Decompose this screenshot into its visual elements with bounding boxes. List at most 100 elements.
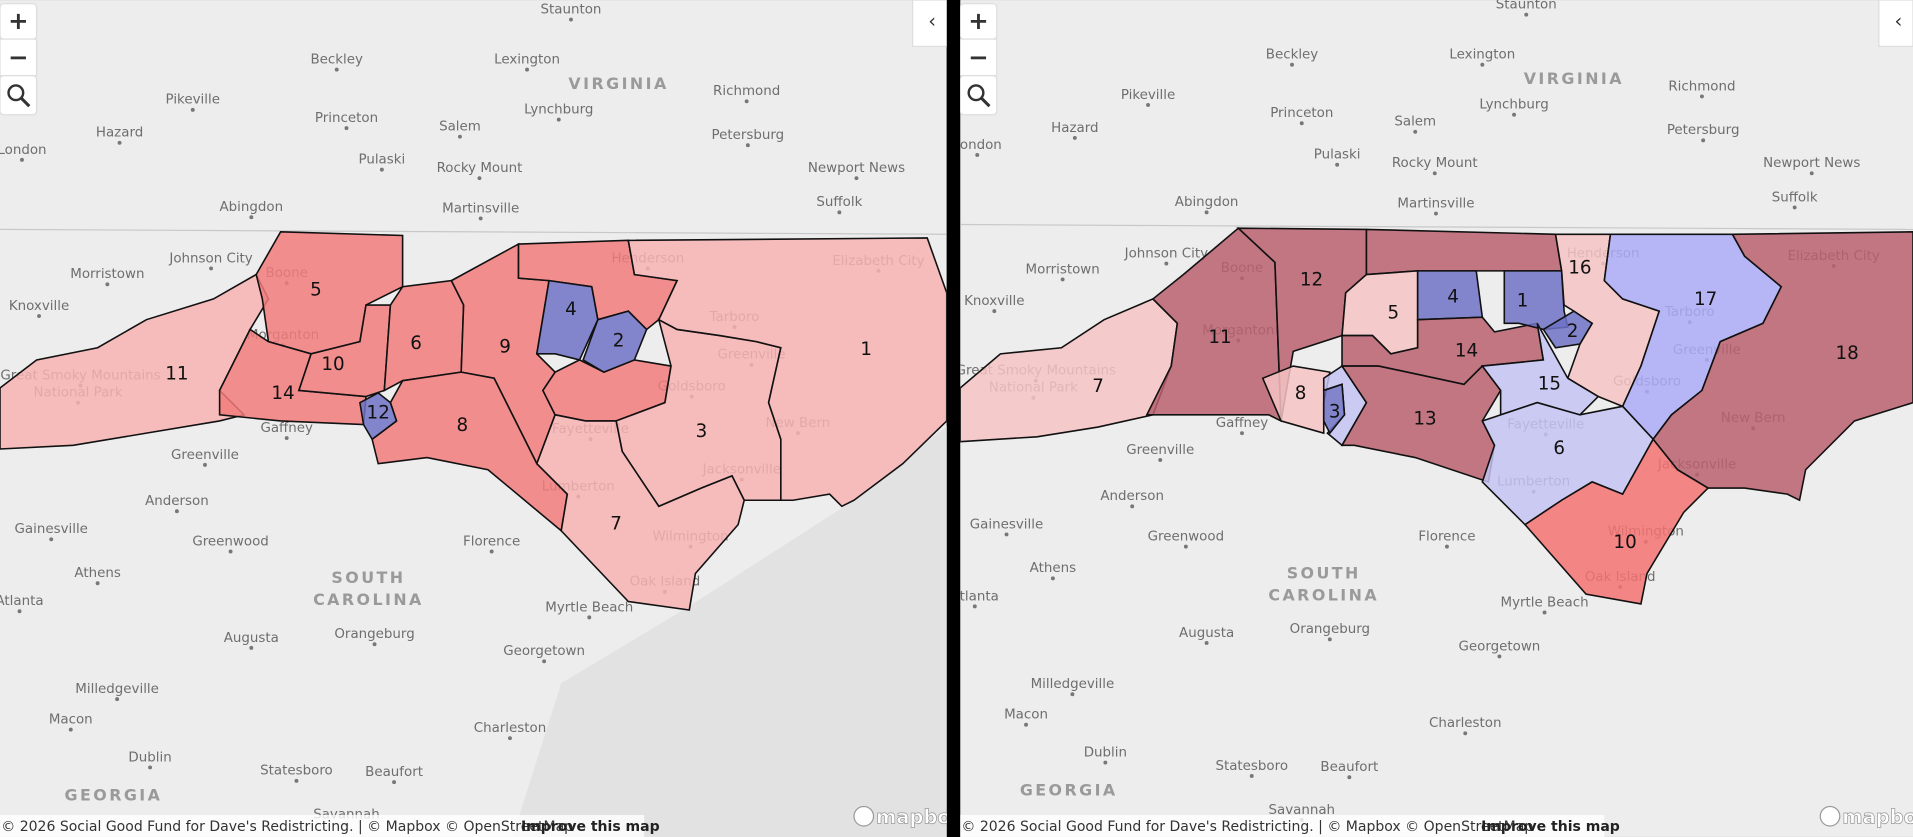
- map-panel[interactable]: Staunton Beckley Lexington Richmond Pikevill…: [0, 0, 976, 837]
- city-label: Statesboro: [260, 764, 333, 779]
- improve-link[interactable]: Improve this map: [1481, 819, 1620, 835]
- city-label: Pikeville: [166, 93, 220, 108]
- city-label: Athens: [74, 566, 120, 581]
- city-dot: [1249, 774, 1254, 778]
- city-dot: [1240, 431, 1244, 436]
- city-label: Milledgeville: [75, 682, 159, 697]
- city-label: Hazard: [96, 126, 143, 141]
- city-dot: [1497, 654, 1502, 659]
- city-label: Anderson: [1100, 489, 1164, 504]
- city-dot: [372, 642, 377, 647]
- city-dot: [249, 215, 254, 220]
- city-label: Newport News: [1763, 156, 1860, 171]
- city-label: Gainesville: [970, 517, 1043, 532]
- attribution: © 2026 Social Good Fund for Dave's Redis…: [1, 819, 573, 835]
- district-number: 13: [1413, 409, 1436, 430]
- map-panel[interactable]: Staunton Beckley Lexington Richmond Pikevill…: [951, 0, 1913, 837]
- city-dot: [1146, 103, 1150, 107]
- region-label: VIRGINIA: [1524, 69, 1624, 88]
- district[interactable]: [535, 279, 599, 361]
- city-label: Charleston: [1429, 716, 1502, 731]
- city-dot: [203, 462, 207, 467]
- district-number: 1: [1517, 290, 1529, 311]
- collapse-button[interactable]: [1878, 0, 1913, 48]
- district-number: 10: [1613, 532, 1636, 553]
- city-dot: [17, 609, 22, 614]
- city-label: Orangeburg: [1290, 622, 1370, 637]
- city-dot: [556, 117, 561, 122]
- reset-zoom-icon: [967, 84, 985, 102]
- city-label: Statesboro: [1215, 759, 1288, 774]
- city-label: Beaufort: [1320, 760, 1378, 775]
- district-number: 7: [610, 514, 622, 535]
- reset-zoom-icon: [19, 96, 31, 108]
- city-label: Knoxville: [9, 299, 69, 314]
- city-dot: [1413, 129, 1418, 134]
- district[interactable]: [359, 391, 398, 441]
- city-dot: [174, 509, 179, 514]
- city-label: Milledgeville: [1031, 677, 1115, 692]
- city-label: Greenville: [1126, 443, 1194, 458]
- improve-link[interactable]: Improve this map: [521, 819, 660, 835]
- city-dot: [20, 157, 24, 162]
- city-label: Greenwood: [1148, 530, 1224, 545]
- district[interactable]: [535, 413, 746, 611]
- city-label: Pikeville: [1121, 88, 1175, 103]
- city-dot: [1060, 277, 1065, 282]
- zoom-out-button[interactable]: [0, 38, 38, 77]
- city-label: Beaufort: [365, 765, 423, 780]
- district-number: 8: [1295, 383, 1307, 404]
- logo-icon: [1819, 805, 1841, 827]
- logo-icon: [853, 805, 875, 827]
- city-dot: [587, 615, 592, 620]
- district[interactable]: [1145, 227, 1282, 423]
- city-dot: [1792, 205, 1797, 210]
- district-number: 4: [565, 299, 577, 320]
- city-dot: [1072, 135, 1077, 140]
- region-label: CAROLINA: [1268, 585, 1379, 604]
- city-dot: [105, 282, 110, 287]
- city-label: Rocky Mount: [1392, 156, 1478, 171]
- city-dot: [1050, 576, 1055, 581]
- city-dot: [745, 143, 750, 148]
- reset-zoom-button[interactable]: [0, 75, 38, 116]
- district-number: 2: [613, 331, 625, 352]
- district-number: 16: [1568, 257, 1591, 278]
- state-border: [0, 228, 947, 235]
- city-label: Pulaski: [1314, 148, 1361, 163]
- city-dot: [1024, 722, 1028, 727]
- city-dot: [477, 176, 482, 181]
- city-dot: [284, 436, 289, 440]
- city-dot: [744, 99, 749, 104]
- city-label: Johnson City: [1124, 246, 1208, 261]
- city-label: Macon: [49, 713, 93, 728]
- city-label: Lexington: [494, 52, 560, 67]
- district[interactable]: [297, 304, 392, 398]
- reset-zoom-icon: [7, 84, 25, 102]
- city-dot: [1463, 731, 1468, 736]
- city-label: Anderson: [145, 494, 209, 509]
- district-number: 7: [1092, 376, 1104, 397]
- district[interactable]: [582, 310, 648, 374]
- district[interactable]: [1322, 383, 1346, 435]
- reset-zoom-button[interactable]: [960, 75, 998, 116]
- city-dot: [1004, 532, 1009, 537]
- district-number: 14: [1455, 340, 1478, 361]
- district[interactable]: [627, 237, 947, 508]
- city-dot: [1432, 171, 1437, 176]
- district[interactable]: [1365, 228, 1563, 276]
- district[interactable]: [1523, 437, 1710, 605]
- collapse-label: ‹: [1894, 9, 1902, 32]
- logo: mapbox: [876, 806, 964, 829]
- district[interactable]: [1542, 310, 1594, 349]
- collapse-button[interactable]: [911, 0, 947, 48]
- district[interactable]: [1480, 322, 1600, 416]
- city-label: Dublin: [128, 750, 171, 765]
- district-number: 12: [367, 403, 390, 424]
- city-dot: [190, 107, 195, 112]
- city-dot: [334, 67, 339, 72]
- city-dot: [972, 604, 977, 609]
- district-number: 5: [310, 279, 322, 300]
- city-label: Charleston: [474, 721, 546, 736]
